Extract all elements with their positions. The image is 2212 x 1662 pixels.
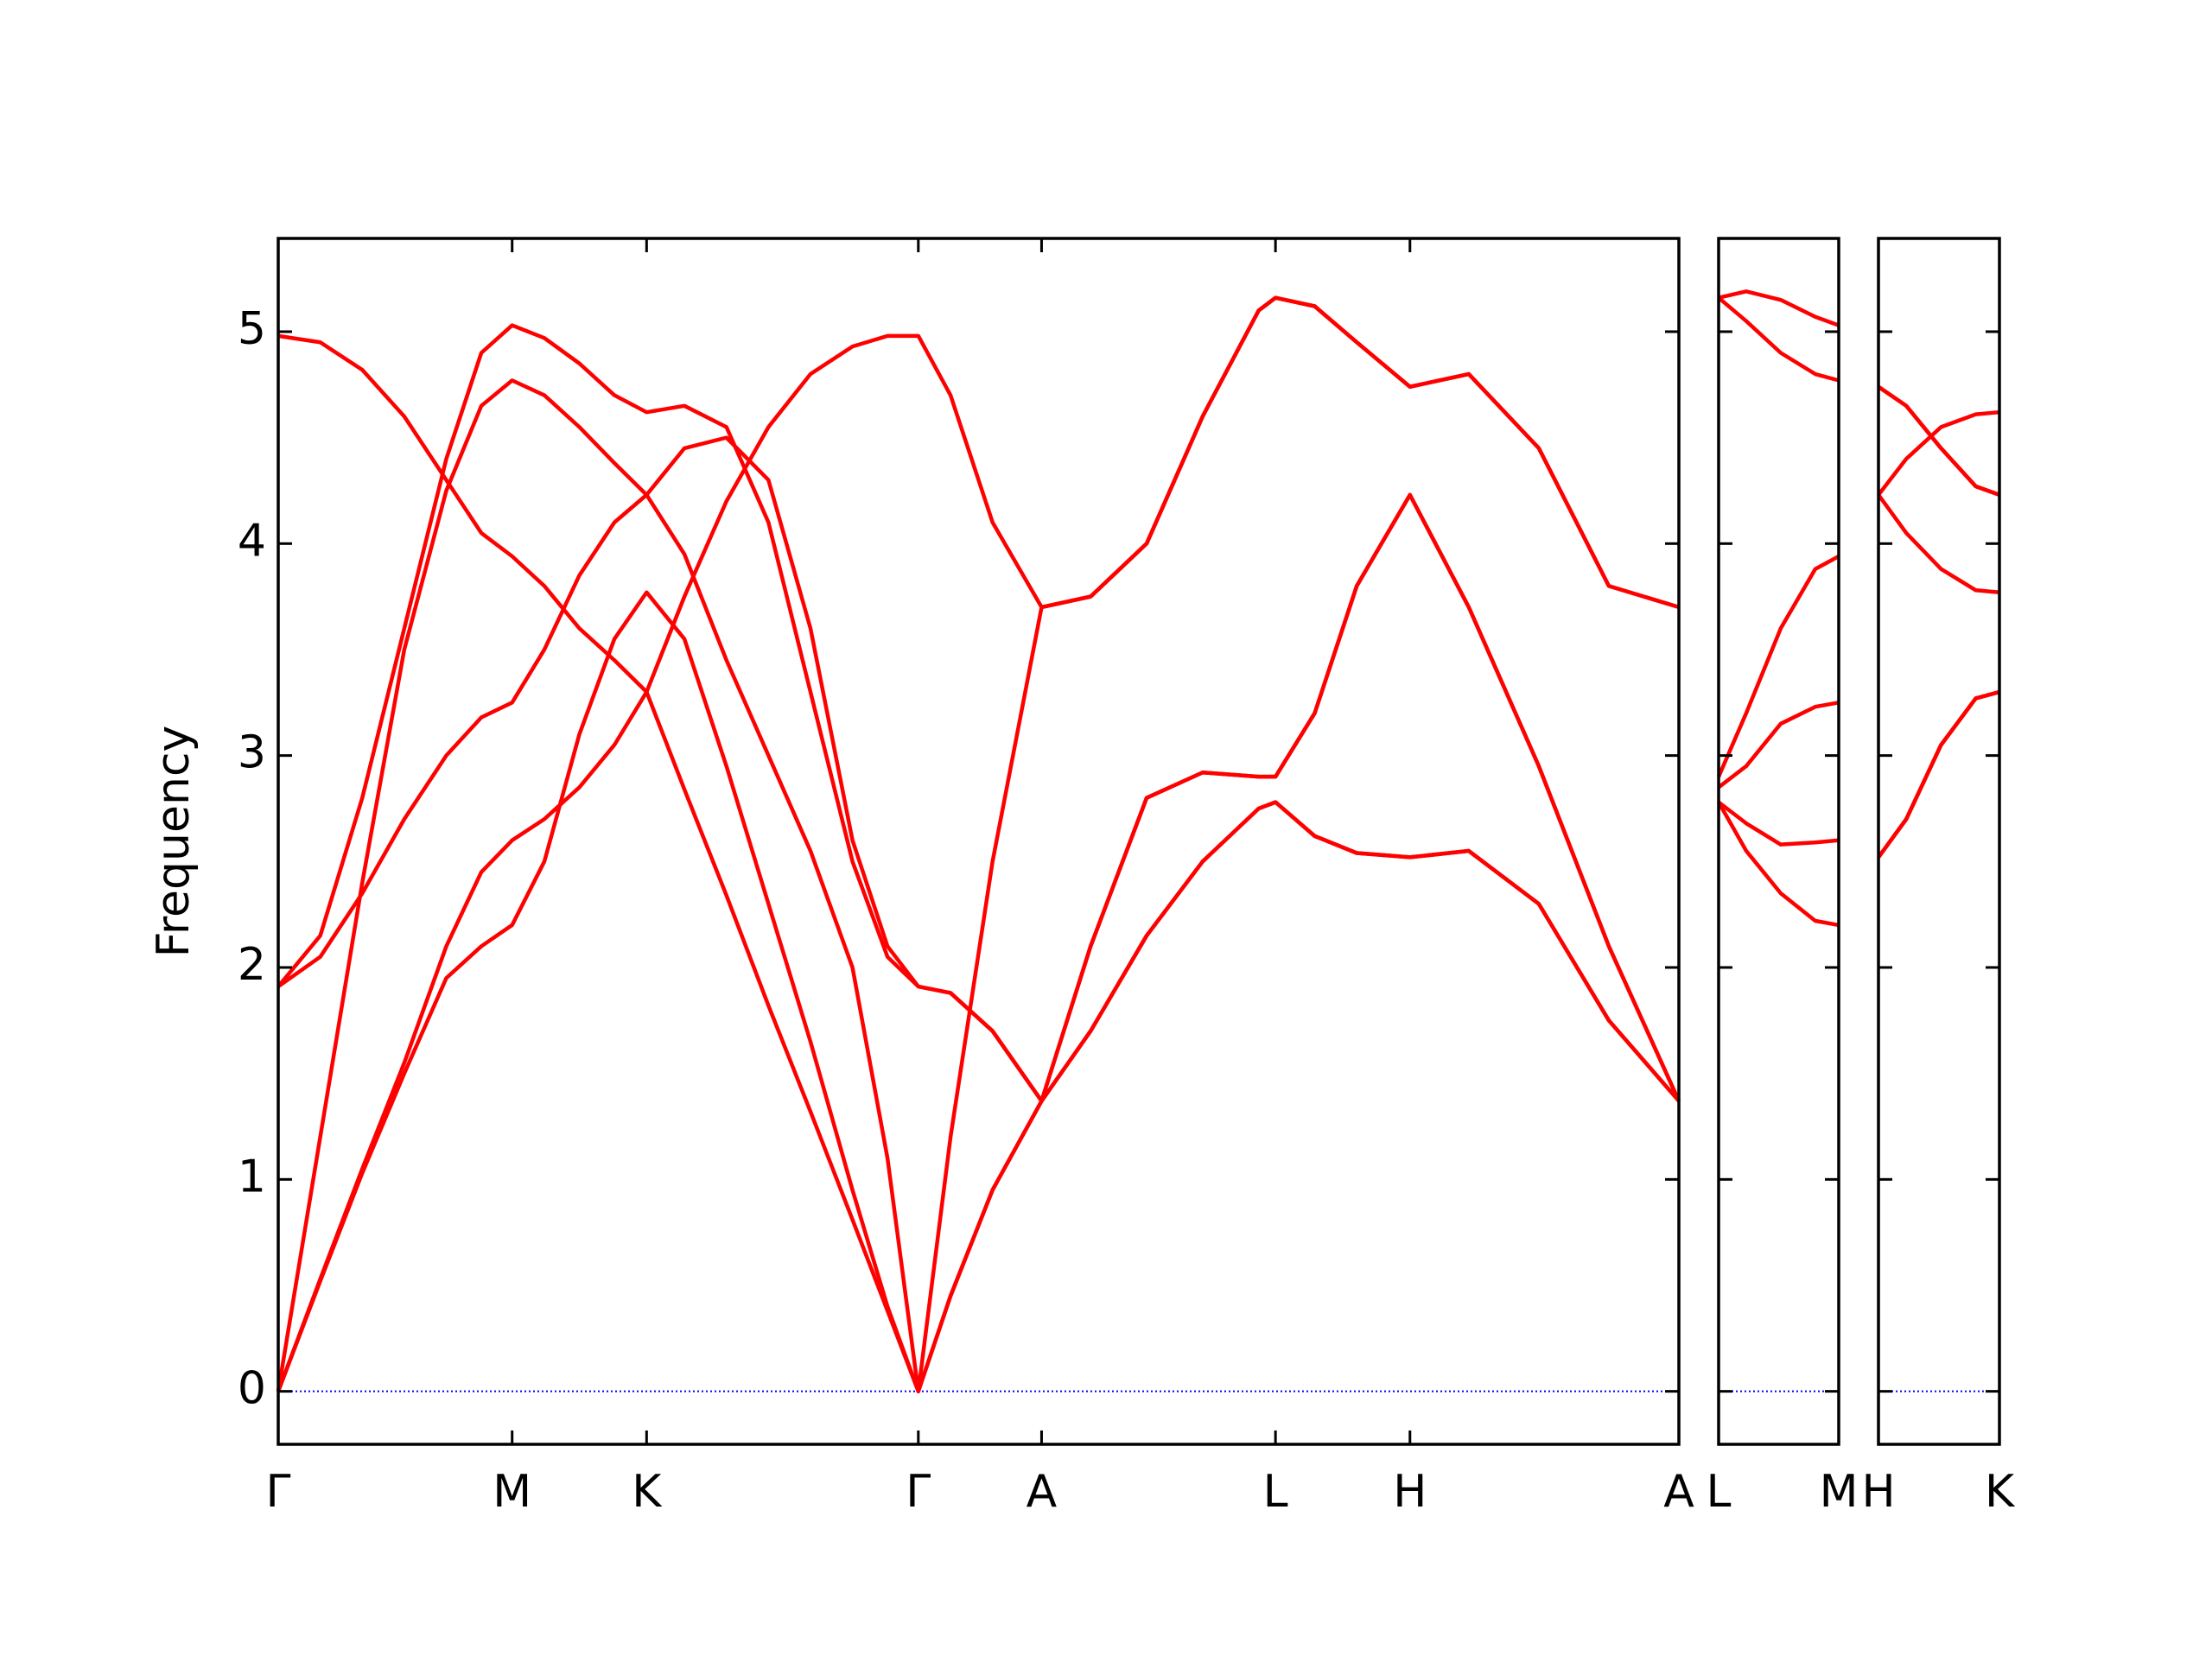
x-tick-label: H — [1861, 1466, 1895, 1518]
x-tick-label: Γ — [266, 1466, 291, 1518]
y-tick-label: 3 — [238, 727, 266, 779]
x-tick-label: L — [1263, 1466, 1288, 1518]
plot-frame — [1717, 237, 1840, 1446]
band-line — [1877, 409, 2000, 497]
band-line — [1877, 384, 2000, 497]
band-line — [1717, 295, 1840, 383]
band-line — [1717, 701, 1840, 790]
y-tick-label: 5 — [238, 303, 266, 355]
band-line — [1717, 800, 1840, 847]
x-tick-label: A — [1663, 1466, 1694, 1518]
x-tick-label: M — [493, 1466, 531, 1518]
band-line — [276, 435, 1681, 1103]
x-tick-label: L — [1707, 1466, 1732, 1518]
band-line — [1877, 384, 2000, 497]
x-tick-label: A — [1027, 1466, 1058, 1518]
x-tick-label: H — [1393, 1466, 1427, 1518]
band-line — [1717, 801, 1840, 928]
band-line — [1877, 689, 2000, 859]
band-line — [1718, 289, 1840, 327]
band-line — [1877, 493, 2000, 594]
plot-frame — [1877, 237, 2001, 1446]
band-line — [277, 333, 1681, 1393]
x-tick-label: K — [632, 1466, 663, 1518]
band-line — [1716, 555, 1840, 778]
y-tick-label: 1 — [238, 1151, 266, 1202]
x-tick-label: K — [1985, 1466, 2016, 1518]
y-tick-label: 4 — [238, 515, 266, 567]
y-tick-label: 2 — [238, 939, 266, 991]
x-tick-label: Γ — [906, 1466, 931, 1518]
plot-frame — [276, 237, 1681, 1446]
y-tick-label: 0 — [238, 1363, 266, 1415]
y-axis-label: Frequency — [148, 726, 200, 958]
band-line — [276, 295, 1680, 1393]
x-tick-label: M — [1820, 1466, 1859, 1518]
